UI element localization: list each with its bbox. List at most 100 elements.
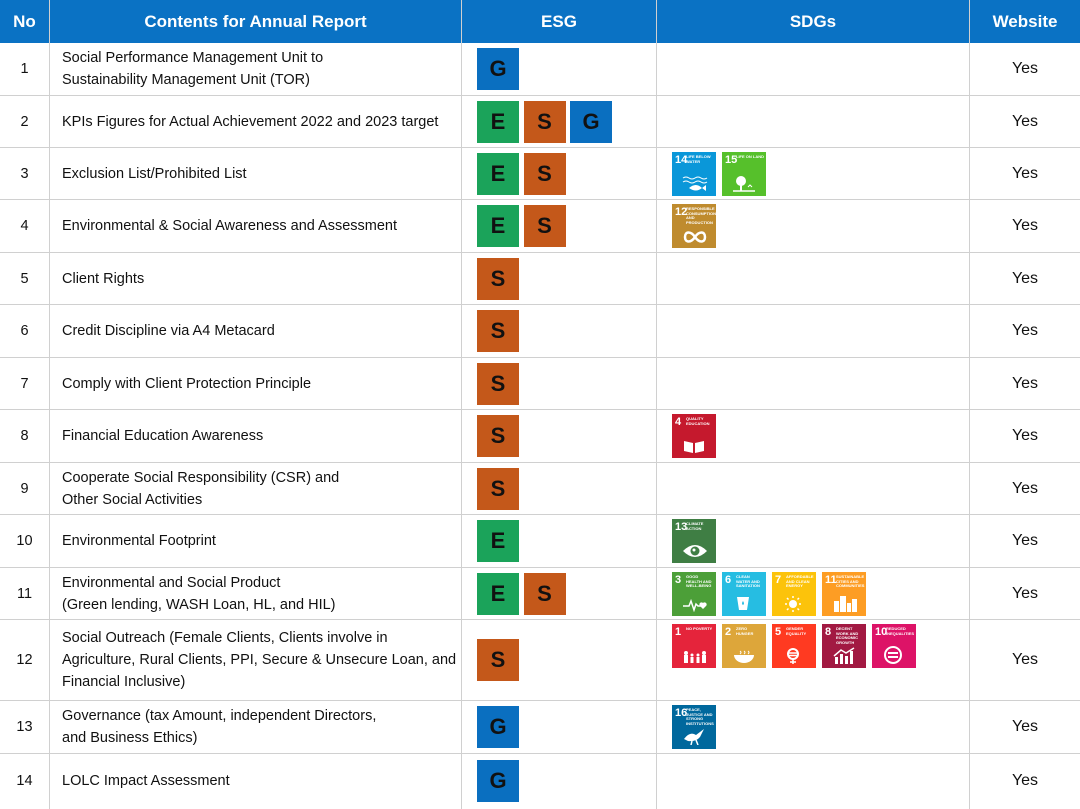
- esg-badge-s: S: [477, 362, 519, 405]
- row-content: Social Performance Management Unit to Su…: [62, 50, 324, 88]
- row-content: Governance (tax Amount, independent Dire…: [62, 708, 377, 746]
- row-divider: [0, 462, 1080, 463]
- row-number: 8: [20, 428, 29, 444]
- sdg-cell: 14 Life Below Water 15 Life on Land: [657, 148, 969, 199]
- sdg-goal-14-tile: 14 Life Below Water: [672, 152, 716, 196]
- sdg-goal-11-tile: 11 Sustainable Cities and Communities: [822, 572, 866, 616]
- row-content: Exclusion List/Prohibited List: [62, 165, 247, 182]
- esg-cell: G: [462, 43, 656, 95]
- esg-badge-s: S: [477, 257, 519, 300]
- esg-badge-e: E: [477, 520, 519, 562]
- header-sdgs: SDGs: [657, 0, 969, 43]
- row-content: Environmental and Social Product (Green …: [62, 574, 336, 613]
- row-content: Client Rights: [62, 270, 145, 287]
- sdg-number: 10: [875, 626, 888, 638]
- row-divider: [0, 567, 1080, 568]
- sdg-cell: [657, 253, 969, 304]
- row-number: 14: [16, 772, 33, 789]
- row-content: Comply with Client Protection Principle: [62, 375, 312, 392]
- sdg-cell: [657, 43, 969, 95]
- row-number: 2: [20, 113, 29, 130]
- row-divider: [0, 619, 1080, 620]
- row-divider: [0, 753, 1080, 754]
- row-number: 7: [20, 375, 29, 392]
- sdg-label: No Poverty: [686, 626, 713, 631]
- sdg-label: Peace, Justice and Strong Institutions: [686, 707, 714, 726]
- sdg-label: Sustainable Cities and Communities: [836, 574, 865, 588]
- sdg-number: 14: [675, 154, 688, 166]
- sdg-label: Quality Education: [686, 416, 710, 426]
- esg-cell: S: [462, 620, 656, 700]
- sdg-goal-3-tile: 3 Good Health and Well-Being: [672, 572, 716, 616]
- esg-cell: E: [462, 515, 656, 567]
- esg-badge-g: G: [477, 759, 519, 802]
- esg-badge-s: S: [477, 310, 519, 352]
- sdg-number: 5: [775, 626, 782, 638]
- esg-cell: S: [462, 358, 656, 409]
- sdg-goal-15-tile: 15 Life on Land: [722, 152, 766, 196]
- website-cell: Yes: [1011, 112, 1039, 130]
- sdg-number: 12: [675, 206, 688, 218]
- sdg-label: Affordable and Clean Energy: [786, 574, 814, 588]
- sdg-label: Zero Hunger: [736, 626, 754, 636]
- esg-badge-s: S: [523, 100, 566, 143]
- esg-badge-s: S: [523, 205, 566, 247]
- esg-badge-s: S: [523, 152, 566, 195]
- sdg-cell: [657, 463, 969, 514]
- sdg-goal-6-tile: 6 Clean Water and Sanitation: [722, 572, 766, 616]
- website-cell: Yes: [1011, 60, 1039, 77]
- row-number: 12: [16, 652, 33, 668]
- sdg-number: 16: [675, 707, 688, 719]
- sdg-goal-12-tile: 12 Responsible Consumption and Production: [672, 204, 716, 248]
- website-cell: Yes: [1011, 771, 1039, 789]
- column-divider: [969, 0, 970, 809]
- row-content: Environmental Footprint: [62, 533, 216, 549]
- esg-cell: G: [462, 701, 656, 753]
- website-cell: Yes: [1011, 269, 1039, 287]
- sdg-cell: [657, 96, 969, 147]
- website-cell: Yes: [1011, 164, 1039, 182]
- sdg-cell: 16 Peace, Justice and Strong Institutions: [657, 701, 969, 753]
- website-cell: Yes: [1011, 532, 1039, 549]
- sdg-goal-13-tile: 13 Climate Action: [672, 519, 716, 563]
- header-no: No: [0, 0, 49, 43]
- sdg-goal-16-tile: 16 Peace, Justice and Strong Institutions: [672, 705, 716, 749]
- row-divider: [0, 409, 1080, 410]
- esg-cell: S: [462, 305, 656, 357]
- esg-badge-g: G: [477, 706, 519, 748]
- esg-badge-e: E: [477, 100, 519, 143]
- row-number: 10: [16, 533, 33, 549]
- sdg-cell: 1 No Poverty 2 Zero Hunger 5 Gender Equality 8…: [657, 620, 969, 700]
- sdg-number: 11: [825, 574, 837, 586]
- row-content: Cooperate Social Responsibility (CSR) an…: [62, 469, 340, 508]
- row-content: Financial Education Awareness: [62, 428, 264, 444]
- sdg-number: 3: [675, 574, 682, 586]
- sdg-number: 6: [725, 574, 732, 586]
- esg-badge-g: G: [477, 48, 519, 90]
- sdg-goal-1-tile: 1 No Poverty: [672, 624, 716, 668]
- sdg-cell: [657, 305, 969, 357]
- esg-badge-s: S: [477, 415, 519, 457]
- website-cell: Yes: [1011, 322, 1039, 339]
- row-content: Environmental & Social Awareness and Ass…: [62, 218, 398, 234]
- website-cell: Yes: [1011, 718, 1039, 735]
- sdg-number: 7: [775, 574, 782, 586]
- sdg-number: 1: [675, 626, 682, 638]
- sdg-label: Clean Water and Sanitation: [736, 574, 760, 588]
- sdg-number: 13: [675, 521, 688, 533]
- sdg-goal-2-tile: 2 Zero Hunger: [722, 624, 766, 668]
- row-number: 3: [20, 165, 29, 182]
- sdg-goal-8-tile: 8 Decent Work and Economic Growth: [822, 624, 866, 668]
- website-cell: Yes: [1011, 584, 1039, 602]
- row-content: KPIs Figures for Actual Achievement 2022…: [62, 113, 439, 130]
- esg-cell: S: [462, 253, 656, 304]
- sdg-cell: [657, 358, 969, 409]
- header-esg: ESG: [462, 0, 656, 43]
- sdg-cell: 13 Climate Action: [657, 515, 969, 567]
- sdg-label: Life Below Water: [686, 154, 711, 164]
- sdg-label: Responsible Consumption and Production: [686, 206, 716, 225]
- website-cell: Yes: [1011, 479, 1039, 497]
- esg-cell: S: [462, 463, 656, 514]
